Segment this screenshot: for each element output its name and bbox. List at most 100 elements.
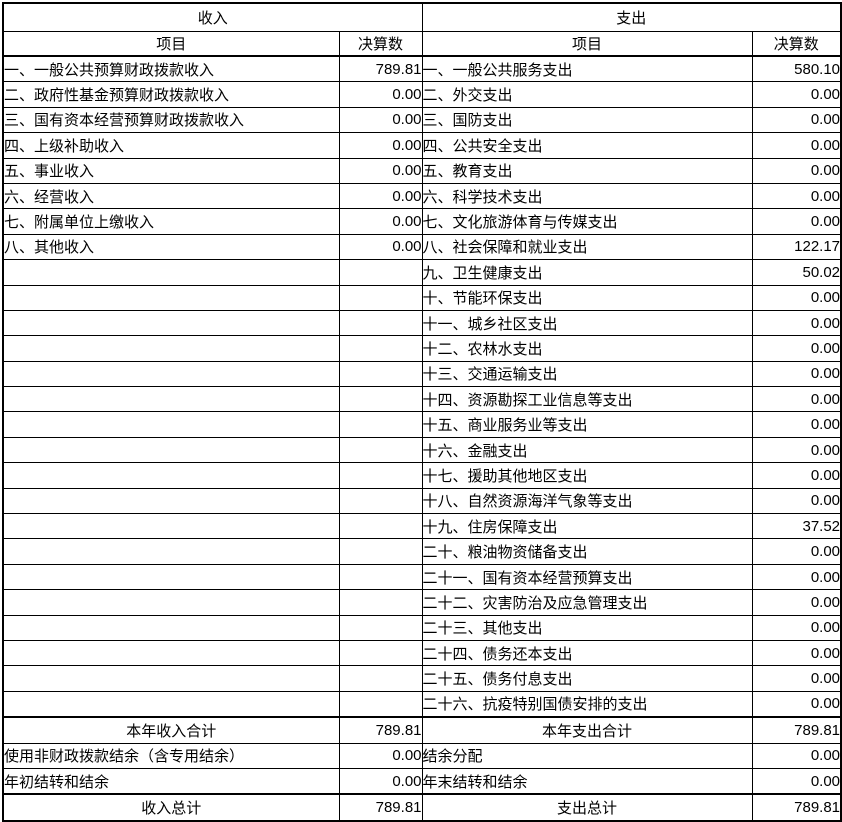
expenditure-item-cell: 十一、城乡社区支出 [421, 309, 753, 337]
table-row: 十九、住房保障支出 37.52 [2, 513, 842, 540]
income-value-cell [338, 589, 423, 616]
expenditure-item-cell: 二十二、灾害防治及应急管理支出 [421, 589, 753, 616]
income-item-cell [2, 436, 340, 464]
expenditure-summary-value-cell: 789.81 [751, 793, 842, 822]
table-row: 八、其他收入 0.00 八、社会保障和就业支出 122.17 [2, 233, 842, 261]
income-value-cell [338, 690, 423, 718]
expenditure-summary-value-cell: 0.00 [751, 767, 842, 795]
expenditure-value-cell: 0.00 [751, 106, 842, 134]
income-value-cell [338, 259, 423, 286]
expenditure-value-cell: 580.10 [751, 55, 842, 83]
expenditure-item-cell: 十六、金融支出 [421, 436, 753, 464]
expenditure-item-cell: 八、社会保障和就业支出 [421, 233, 753, 261]
income-item-cell [2, 259, 340, 286]
expenditure-item-cell: 二、外交支出 [421, 81, 753, 108]
table-row: 二十六、抗疫特别国债安排的支出 0.00 [2, 690, 842, 718]
table-row: 十四、资源勘探工业信息等支出 0.00 [2, 386, 842, 413]
expenditure-item-cell: 二十、粮油物资储备支出 [421, 538, 753, 565]
expenditure-value-header: 决算数 [751, 31, 842, 57]
income-value-cell [338, 538, 423, 565]
summary-row: 收入总计 789.81 支出总计 789.81 [2, 793, 842, 822]
income-item-cell [2, 284, 340, 311]
expenditure-item-cell: 一、一般公共服务支出 [421, 55, 753, 83]
income-item-cell [2, 462, 340, 489]
income-item-cell [2, 411, 340, 438]
income-summary-value-cell: 0.00 [338, 742, 423, 769]
income-value-cell [338, 487, 423, 515]
summary-row: 年初结转和结余 0.00 年末结转和结余 0.00 [2, 767, 842, 795]
expenditure-value-cell: 0.00 [751, 436, 842, 464]
table-row: 七、附属单位上缴收入 0.00 七、文化旅游体育与传媒支出 0.00 [2, 208, 842, 235]
expenditure-value-cell: 0.00 [751, 386, 842, 413]
table-row: 十七、援助其他地区支出 0.00 [2, 462, 842, 489]
summary-row: 本年收入合计 789.81 本年支出合计 789.81 [2, 716, 842, 744]
table-row: 六、经营收入 0.00 六、科学技术支出 0.00 [2, 182, 842, 210]
income-value-cell [338, 462, 423, 489]
income-value-cell [338, 284, 423, 311]
income-value-cell [338, 436, 423, 464]
column-header-row: 项目 决算数 项目 决算数 [2, 31, 842, 57]
expenditure-value-cell: 0.00 [751, 360, 842, 388]
income-item-cell [2, 589, 340, 616]
income-item-cell: 八、其他收入 [2, 233, 340, 261]
expenditure-summary-item-cell: 支出总计 [421, 793, 753, 822]
expenditure-value-cell: 0.00 [751, 81, 842, 108]
table-row: 十一、城乡社区支出 0.00 [2, 309, 842, 337]
income-summary-item-cell: 收入总计 [2, 793, 340, 822]
expenditure-value-cell: 122.17 [751, 233, 842, 261]
expenditure-item-cell: 九、卫生健康支出 [421, 259, 753, 286]
income-value-cell [338, 411, 423, 438]
income-item-cell [2, 639, 340, 667]
table-body: 一、一般公共预算财政拨款收入 789.81 一、一般公共服务支出 580.10 二、政府… [2, 55, 842, 822]
table-row: 二十一、国有资本经营预算支出 0.00 [2, 563, 842, 591]
income-item-cell: 六、经营收入 [2, 182, 340, 210]
expenditure-item-cell: 二十四、债务还本支出 [421, 639, 753, 667]
income-value-cell: 0.00 [338, 157, 423, 184]
income-item-header: 项目 [2, 31, 340, 57]
income-item-cell [2, 614, 340, 641]
table-row: 三、国有资本经营预算财政拨款收入 0.00 三、国防支出 0.00 [2, 106, 842, 134]
income-value-cell [338, 614, 423, 641]
expenditure-item-cell: 十九、住房保障支出 [421, 513, 753, 540]
expenditure-value-cell: 50.02 [751, 259, 842, 286]
income-value-cell [338, 386, 423, 413]
table-row: 十六、金融支出 0.00 [2, 436, 842, 464]
income-item-cell [2, 386, 340, 413]
table-row: 二十四、债务还本支出 0.00 [2, 639, 842, 667]
table-row: 九、卫生健康支出 50.02 [2, 259, 842, 286]
expenditure-item-cell: 十二、农林水支出 [421, 335, 753, 362]
expenditure-item-cell: 十四、资源勘探工业信息等支出 [421, 386, 753, 413]
expenditure-item-cell: 六、科学技术支出 [421, 182, 753, 210]
expenditure-value-cell: 0.00 [751, 487, 842, 515]
expenditure-value-cell: 0.00 [751, 132, 842, 159]
expenditure-summary-value-cell: 789.81 [751, 716, 842, 744]
income-item-cell: 四、上级补助收入 [2, 132, 340, 159]
expenditure-item-cell: 十、节能环保支出 [421, 284, 753, 311]
income-section-title: 收入 [2, 2, 423, 32]
income-value-cell [338, 513, 423, 540]
income-item-cell [2, 487, 340, 515]
expenditure-item-cell: 十三、交通运输支出 [421, 360, 753, 388]
expenditure-value-cell: 0.00 [751, 665, 842, 692]
expenditure-summary-item-cell: 结余分配 [421, 742, 753, 769]
expenditure-value-cell: 0.00 [751, 690, 842, 718]
expenditure-value-cell: 0.00 [751, 639, 842, 667]
expenditure-value-cell: 0.00 [751, 208, 842, 235]
income-item-cell [2, 360, 340, 388]
income-value-cell [338, 360, 423, 388]
income-value-cell: 0.00 [338, 132, 423, 159]
income-item-cell [2, 513, 340, 540]
income-summary-item-cell: 年初结转和结余 [2, 767, 340, 795]
expenditure-value-cell: 0.00 [751, 538, 842, 565]
income-summary-value-cell: 789.81 [338, 716, 423, 744]
income-value-cell [338, 309, 423, 337]
expenditure-item-cell: 十五、商业服务业等支出 [421, 411, 753, 438]
expenditure-item-cell: 十七、援助其他地区支出 [421, 462, 753, 489]
income-value-cell: 0.00 [338, 81, 423, 108]
expenditure-item-cell: 三、国防支出 [421, 106, 753, 134]
expenditure-value-cell: 0.00 [751, 411, 842, 438]
table-row: 十二、农林水支出 0.00 [2, 335, 842, 362]
table-row: 二、政府性基金预算财政拨款收入 0.00 二、外交支出 0.00 [2, 81, 842, 108]
expenditure-item-cell: 二十五、债务付息支出 [421, 665, 753, 692]
expenditure-value-cell: 0.00 [751, 157, 842, 184]
